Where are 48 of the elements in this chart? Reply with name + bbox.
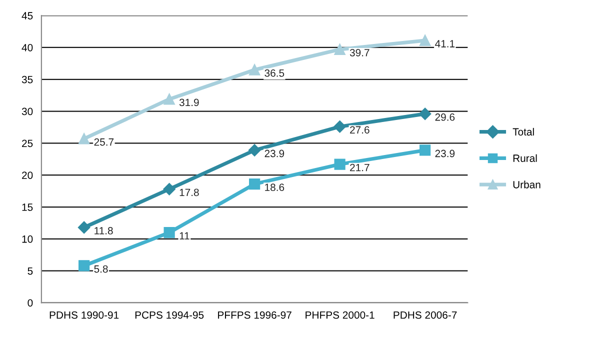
point — [334, 44, 346, 55]
y-tick-label: 10 — [22, 235, 33, 243]
data-label: 39.7 — [350, 48, 370, 56]
point — [163, 183, 176, 196]
y-tick-label: 0 — [28, 299, 33, 307]
legend-label: Total — [512, 128, 534, 136]
data-label: 11.8 — [94, 227, 113, 234]
data-label: 17.8 — [180, 188, 199, 196]
point — [334, 158, 346, 170]
data-label: 18.6 — [265, 184, 284, 192]
data-label: 41.1 — [435, 40, 455, 48]
point — [249, 64, 260, 76]
data-label: 23.9 — [435, 150, 455, 158]
data-label: 36.5 — [264, 69, 284, 77]
y-tick-label: 5 — [28, 267, 33, 275]
y-tick-label: 35 — [22, 76, 33, 84]
x-tick-label: PDHS 2006-7 — [394, 311, 457, 319]
x-tick-label: PFFPS 1996-97 — [218, 311, 292, 319]
legend-label: Urban — [513, 180, 540, 188]
y-tick-label: 30 — [22, 108, 33, 116]
x-tick-label: PCPS 1994-95 — [135, 311, 204, 319]
point — [420, 144, 431, 156]
y-tick-label: 40 — [22, 44, 33, 52]
point — [78, 133, 90, 144]
point — [334, 120, 346, 133]
legend-label: Rural — [513, 154, 537, 162]
point — [78, 260, 90, 272]
point — [420, 34, 431, 46]
data-label: 23.9 — [264, 150, 284, 158]
data-label: 25.7 — [94, 138, 114, 146]
point — [418, 108, 432, 120]
y-tick-label: 45 — [22, 12, 33, 20]
data-label: 31.9 — [179, 98, 199, 106]
point — [164, 226, 175, 238]
y-tick-label: 20 — [22, 172, 33, 179]
y-tick-label: 15 — [22, 204, 33, 211]
point — [78, 221, 90, 234]
x-tick-label: PDHS 1990-91 — [50, 311, 119, 319]
x-tick-label: PHFPS 2000-1 — [306, 311, 374, 319]
data-label: 21.7 — [350, 164, 370, 172]
data-label: 29.6 — [435, 113, 455, 121]
y-tick-label: 25 — [22, 140, 33, 148]
data-label: 27.6 — [350, 126, 370, 134]
point — [249, 178, 260, 190]
data-label: 11 — [180, 232, 190, 240]
data-label: 5.8 — [94, 265, 108, 273]
point — [164, 94, 175, 105]
point — [248, 144, 261, 156]
